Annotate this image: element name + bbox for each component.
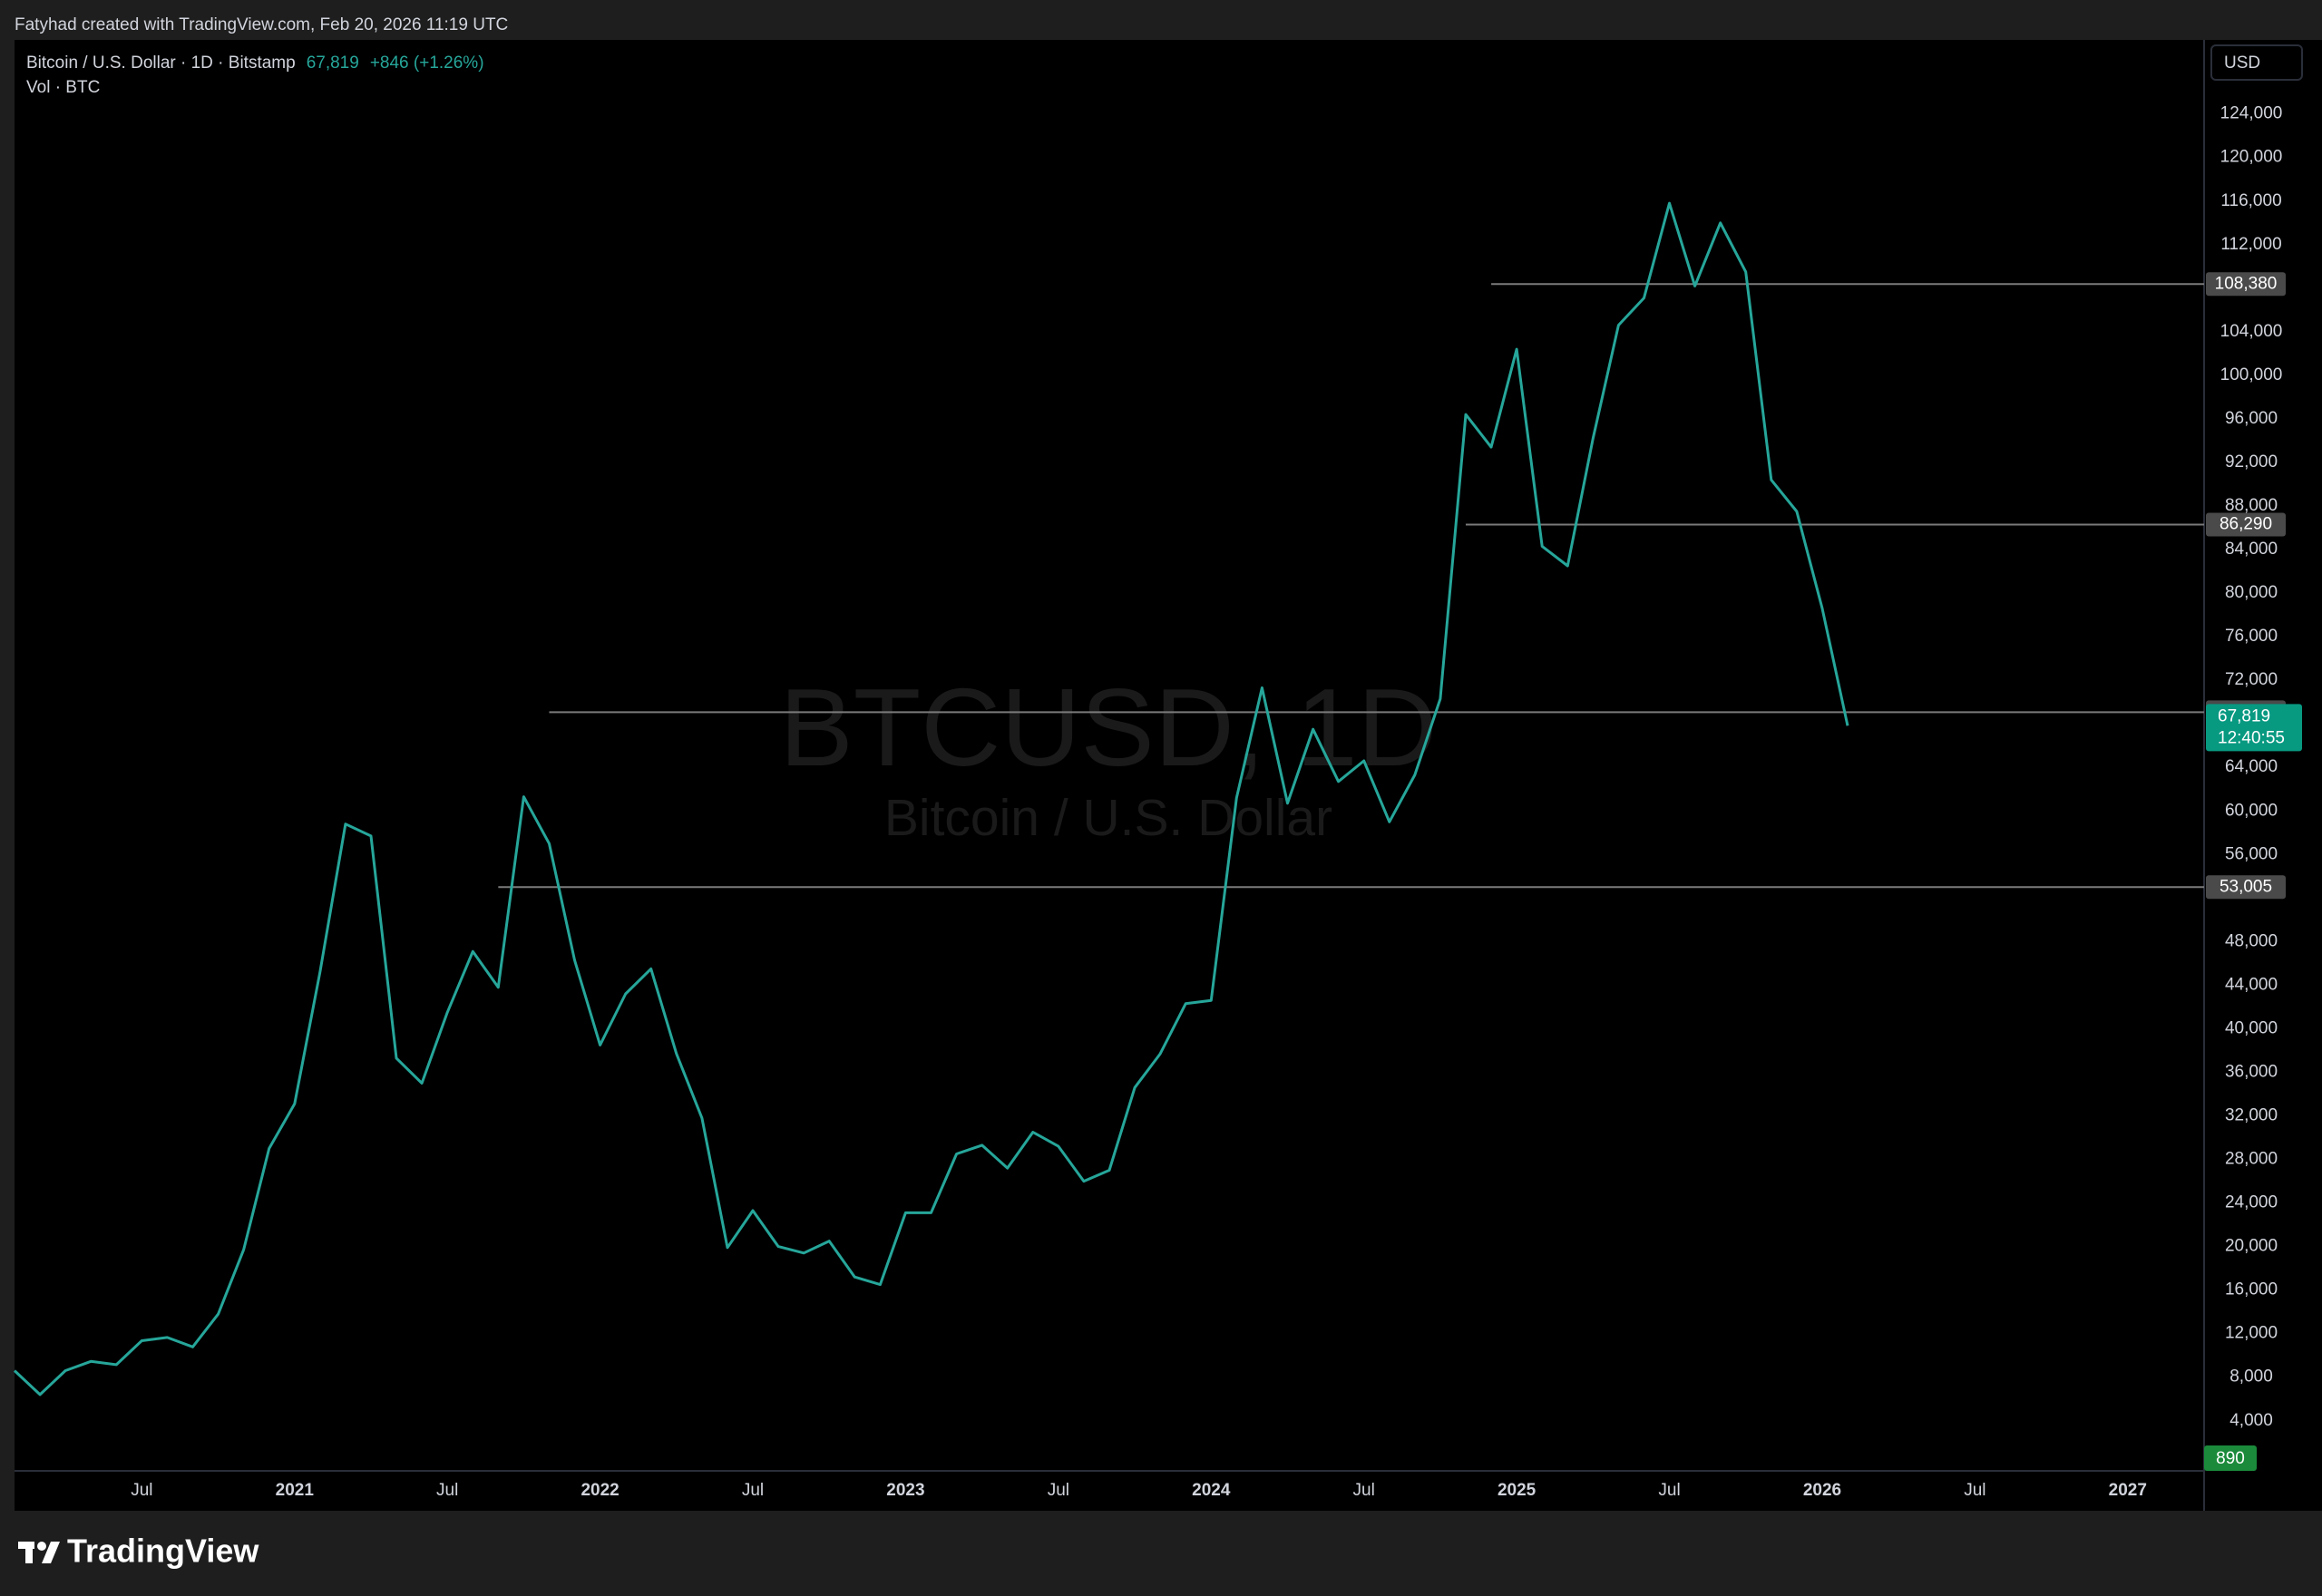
level-badge xyxy=(2206,272,2286,297)
level-badge xyxy=(2206,512,2286,537)
currency[interactable]: USD xyxy=(2224,54,2260,73)
y-tick-label: 56,000 xyxy=(2225,844,2278,863)
x-tick-label: Jul xyxy=(1353,1481,1375,1500)
x-tick-label: Jul xyxy=(131,1481,152,1500)
symbol: Bitcoin / U.S. Dollar · 1D · Bitstamp xyxy=(26,54,296,73)
volume-value: 890 xyxy=(2216,1449,2245,1468)
x-tick-label: 2027 xyxy=(2109,1481,2147,1500)
y-tick-label: 32,000 xyxy=(2225,1106,2278,1125)
y-tick-label: 4,000 xyxy=(2229,1411,2273,1430)
y-tick-label: 36,000 xyxy=(2225,1062,2278,1081)
level-label: 86,290 xyxy=(2220,515,2272,534)
y-tick-label: 116,000 xyxy=(2220,191,2281,210)
x-tick-label: 2024 xyxy=(1192,1481,1231,1500)
y-tick-label: 72,000 xyxy=(2225,670,2278,689)
volume-badge xyxy=(2204,1445,2257,1471)
x-tick-label: 2021 xyxy=(276,1481,315,1500)
x-tick-label: 2026 xyxy=(1803,1481,1841,1500)
y-tick-label: 8,000 xyxy=(2229,1367,2273,1387)
y-tick-label: 100,000 xyxy=(2220,365,2283,384)
y-tick-label: 112,000 xyxy=(2220,235,2281,254)
y-tick-label: 20,000 xyxy=(2225,1237,2278,1256)
price-label: 67,819 xyxy=(2218,706,2270,725)
countdown: 12:40:55 xyxy=(2218,728,2285,747)
x-tick-label: Jul xyxy=(1048,1481,1069,1500)
last-price: 67,819 xyxy=(307,54,359,73)
y-tick-label: 92,000 xyxy=(2225,453,2278,472)
y-tick-label: 88,000 xyxy=(2225,496,2278,515)
legend: Bitcoin / U.S. Dollar · 1D · Bitstamp 67,… xyxy=(26,54,484,73)
volume-legend: Vol · BTC xyxy=(26,78,100,97)
y-tick-label: 48,000 xyxy=(2225,931,2278,950)
y-tick-label: 124,000 xyxy=(2220,104,2283,123)
x-tick-label: Jul xyxy=(742,1481,764,1500)
watermark: BTCUSD, 1D xyxy=(779,666,1437,789)
y-tick-label: 120,000 xyxy=(2220,148,2283,167)
y-tick-label: 76,000 xyxy=(2225,627,2278,646)
y-tick-label: 80,000 xyxy=(2225,583,2278,602)
y-tick-label: 44,000 xyxy=(2225,975,2278,994)
x-tick-label: 2023 xyxy=(886,1481,924,1500)
y-tick-label: 96,000 xyxy=(2225,409,2278,428)
price-line xyxy=(13,201,1849,1396)
chart-panel xyxy=(15,40,2204,1511)
logo-mark xyxy=(25,1542,33,1563)
level-label: 108,380 xyxy=(2215,274,2278,293)
y-tick-label: 84,000 xyxy=(2225,540,2278,559)
logo xyxy=(18,1542,60,1563)
x-tick-label: Jul xyxy=(1658,1481,1680,1500)
level-label: 53,005 xyxy=(2220,877,2272,896)
y-tick-label: 64,000 xyxy=(2225,757,2278,776)
x-tick-label: 2025 xyxy=(1498,1481,1537,1500)
currency-button[interactable] xyxy=(2210,44,2303,81)
y-tick-label: 104,000 xyxy=(2220,322,2283,341)
y-tick-label: 24,000 xyxy=(2225,1193,2278,1212)
x-tick-label: Jul xyxy=(1964,1481,1985,1500)
logo-mark xyxy=(42,1542,60,1563)
logo-mark xyxy=(37,1542,46,1551)
y-tick-label: 60,000 xyxy=(2225,801,2278,820)
y-tick-label: 12,000 xyxy=(2225,1324,2278,1343)
y-tick-label: 16,000 xyxy=(2225,1280,2278,1299)
x-tick-label: Jul xyxy=(436,1481,458,1500)
price-badge xyxy=(2206,704,2302,752)
level-badge xyxy=(2206,875,2286,900)
y-tick-label: 28,000 xyxy=(2225,1150,2278,1169)
x-tick-label: 2022 xyxy=(580,1481,619,1500)
watermark: Bitcoin / U.S. Dollar xyxy=(884,789,1332,847)
y-tick-label: 40,000 xyxy=(2225,1018,2278,1037)
credit: Fatyhad created with TradingView.com, Fe… xyxy=(15,15,508,34)
change: +846 (+1.26%) xyxy=(370,54,484,73)
brand: TradingView xyxy=(67,1533,259,1570)
